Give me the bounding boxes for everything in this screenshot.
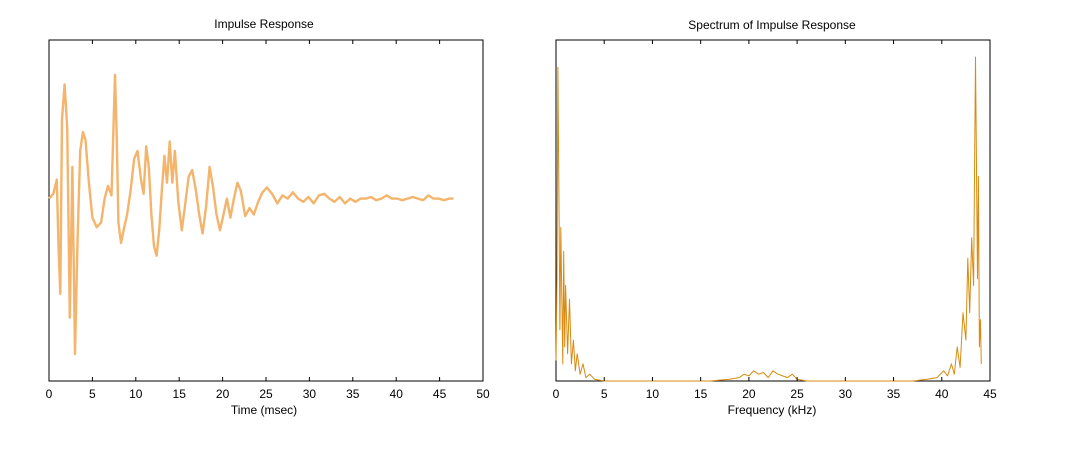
chart-title: Spectrum of Impulse Response [688,18,856,32]
x-tick-label: 20 [742,387,756,401]
x-tick-label: 40 [935,387,949,401]
x-tick-label: 0 [553,387,560,401]
x-axis-ticks: 0 5 10 15 20 25 30 35 40 45 [553,40,997,401]
series-group [48,73,454,356]
x-tick-label: 35 [887,387,901,401]
x-tick-label: 10 [129,387,143,401]
x-tick-label: 50 [476,387,490,401]
chart-title: Impulse Response [214,17,314,31]
x-tick-label: 35 [346,387,360,401]
x-tick-label: 25 [259,387,273,401]
x-tick-label: 30 [839,387,853,401]
x-tick-label: 30 [303,387,317,401]
plot-area-frame [48,39,484,382]
x-axis-label: Frequency (kHz) [728,403,817,417]
x-axis-ticks: 0 5 10 15 20 25 30 35 40 45 50 [46,40,490,401]
series-line-0 [555,56,982,382]
x-tick-label: 25 [790,387,804,401]
x-tick-label: 20 [216,387,230,401]
x-tick-label: 40 [390,387,404,401]
plot-area-frame [555,39,991,382]
series-line-0 [48,73,454,356]
x-tick-label: 10 [646,387,660,401]
series-group [555,56,982,382]
x-tick-label: 15 [173,387,187,401]
x-tick-label: 5 [89,387,96,401]
x-tick-label: 45 [433,387,447,401]
x-tick-label: 5 [601,387,608,401]
x-tick-label: 45 [983,387,997,401]
impulse-response-axes: Impulse Response 0 5 10 15 20 25 30 35 40 45 50 Ti… [46,17,490,417]
x-axis-label: Time (msec) [231,403,297,417]
x-tick-label: 15 [694,387,708,401]
spectrum-axes: Spectrum of Impulse Response 0 5 10 15 20 25 3… [553,18,997,417]
x-tick-label: 0 [46,387,53,401]
